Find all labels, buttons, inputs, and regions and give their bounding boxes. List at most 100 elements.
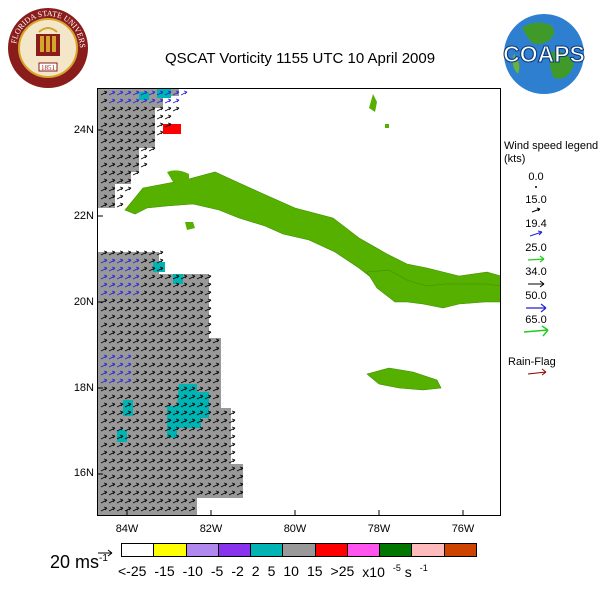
wind-vector xyxy=(116,498,124,504)
wind-vector xyxy=(116,178,124,184)
colorbar-swatch xyxy=(154,544,187,556)
wind-vector xyxy=(228,442,236,448)
wind-vector xyxy=(188,298,196,304)
wind-vector xyxy=(148,138,156,144)
wind-vector xyxy=(188,506,196,512)
wind-vector xyxy=(116,138,124,144)
wind-vector xyxy=(124,338,132,344)
wind-vector xyxy=(212,474,220,480)
fsu-seal-logo: 1851 FLORIDA STATE UNIVERSITY xyxy=(6,6,88,88)
wind-vector xyxy=(212,482,220,488)
wind-vector xyxy=(140,378,148,384)
wind-vector xyxy=(132,106,140,112)
wind-vector xyxy=(100,474,108,480)
cb-label: -10 xyxy=(182,563,203,579)
wind-vector xyxy=(164,346,172,352)
wind-vector xyxy=(228,474,236,480)
wind-vector xyxy=(212,338,220,344)
wind-vector xyxy=(148,450,156,456)
wind-vector xyxy=(172,362,180,368)
wind-vector xyxy=(116,378,124,384)
wind-vector xyxy=(204,290,212,296)
wind-vector xyxy=(140,338,148,344)
wind-vector xyxy=(108,434,116,440)
wind-vector xyxy=(180,354,188,360)
wind-vector xyxy=(132,442,140,448)
wind-vector xyxy=(196,458,204,464)
wind-vector xyxy=(204,418,212,424)
wind-vector xyxy=(188,490,196,496)
wind-vector xyxy=(132,322,140,328)
wind-vector xyxy=(188,370,196,376)
wind-vector xyxy=(100,322,108,328)
coaps-text: COAPS xyxy=(503,41,585,67)
wind-vector xyxy=(100,106,108,112)
wind-vector xyxy=(132,506,140,512)
wind-vector xyxy=(108,114,116,120)
wind-vector xyxy=(164,314,172,320)
wind-vector xyxy=(100,290,108,296)
legend-value: 65.0 xyxy=(525,314,547,326)
wind-vector xyxy=(156,410,164,416)
wind-vector xyxy=(180,338,188,344)
wind-vector xyxy=(140,162,148,168)
wind-vector xyxy=(140,362,148,368)
wind-vector xyxy=(124,378,132,384)
wind-vector xyxy=(196,410,204,416)
wind-vector xyxy=(132,170,140,176)
wind-vector xyxy=(108,154,116,160)
wind-vector xyxy=(124,450,132,456)
colorbar-swatch xyxy=(251,544,284,556)
wind-vector xyxy=(156,314,164,320)
wind-vector xyxy=(148,146,156,152)
wind-vector xyxy=(172,466,180,472)
wind-vector xyxy=(220,418,228,424)
wind-vector xyxy=(124,186,132,192)
wind-vector xyxy=(156,122,164,128)
wind-vector xyxy=(180,442,188,448)
wind-vector xyxy=(172,282,180,288)
wind-vector xyxy=(100,410,108,416)
wind-vector xyxy=(196,386,204,392)
wind-vector xyxy=(228,490,236,496)
wind-vector xyxy=(180,90,188,96)
wind-vector xyxy=(108,354,116,360)
wind-vector xyxy=(188,434,196,440)
wind-vector xyxy=(156,362,164,368)
wind-vector xyxy=(172,274,180,280)
wind-vector xyxy=(148,482,156,488)
wind-vector xyxy=(172,402,180,408)
wind-vector xyxy=(180,450,188,456)
wind-vector xyxy=(204,330,212,336)
wind-vector xyxy=(188,474,196,480)
wind-vector xyxy=(188,306,196,312)
axis-ticks xyxy=(97,129,464,516)
wind-vector xyxy=(140,98,148,104)
wind-vector xyxy=(132,474,140,480)
legend-arrow-19 xyxy=(529,230,543,237)
wind-vector xyxy=(212,394,220,400)
wind-vector xyxy=(116,426,124,432)
wind-vector xyxy=(116,354,124,360)
wind-vector xyxy=(156,458,164,464)
wind-vector xyxy=(116,170,124,176)
wind-vector xyxy=(132,490,140,496)
vorticity-cell xyxy=(139,92,149,100)
wind-vector xyxy=(196,330,204,336)
wind-vector xyxy=(212,466,220,472)
wind-vector xyxy=(116,346,124,352)
wind-vector xyxy=(212,370,220,376)
wind-vector xyxy=(212,346,220,352)
wind-vector xyxy=(156,434,164,440)
wind-vector xyxy=(116,402,124,408)
jamaica-landmass xyxy=(366,367,442,391)
wind-vector xyxy=(156,346,164,352)
wind-vector xyxy=(140,458,148,464)
wind-vector xyxy=(164,322,172,328)
wind-vector xyxy=(196,338,204,344)
wind-vector xyxy=(164,458,172,464)
wind-vector xyxy=(132,314,140,320)
wind-vector xyxy=(124,298,132,304)
wind-vector xyxy=(212,434,220,440)
wind-vector xyxy=(164,506,172,512)
